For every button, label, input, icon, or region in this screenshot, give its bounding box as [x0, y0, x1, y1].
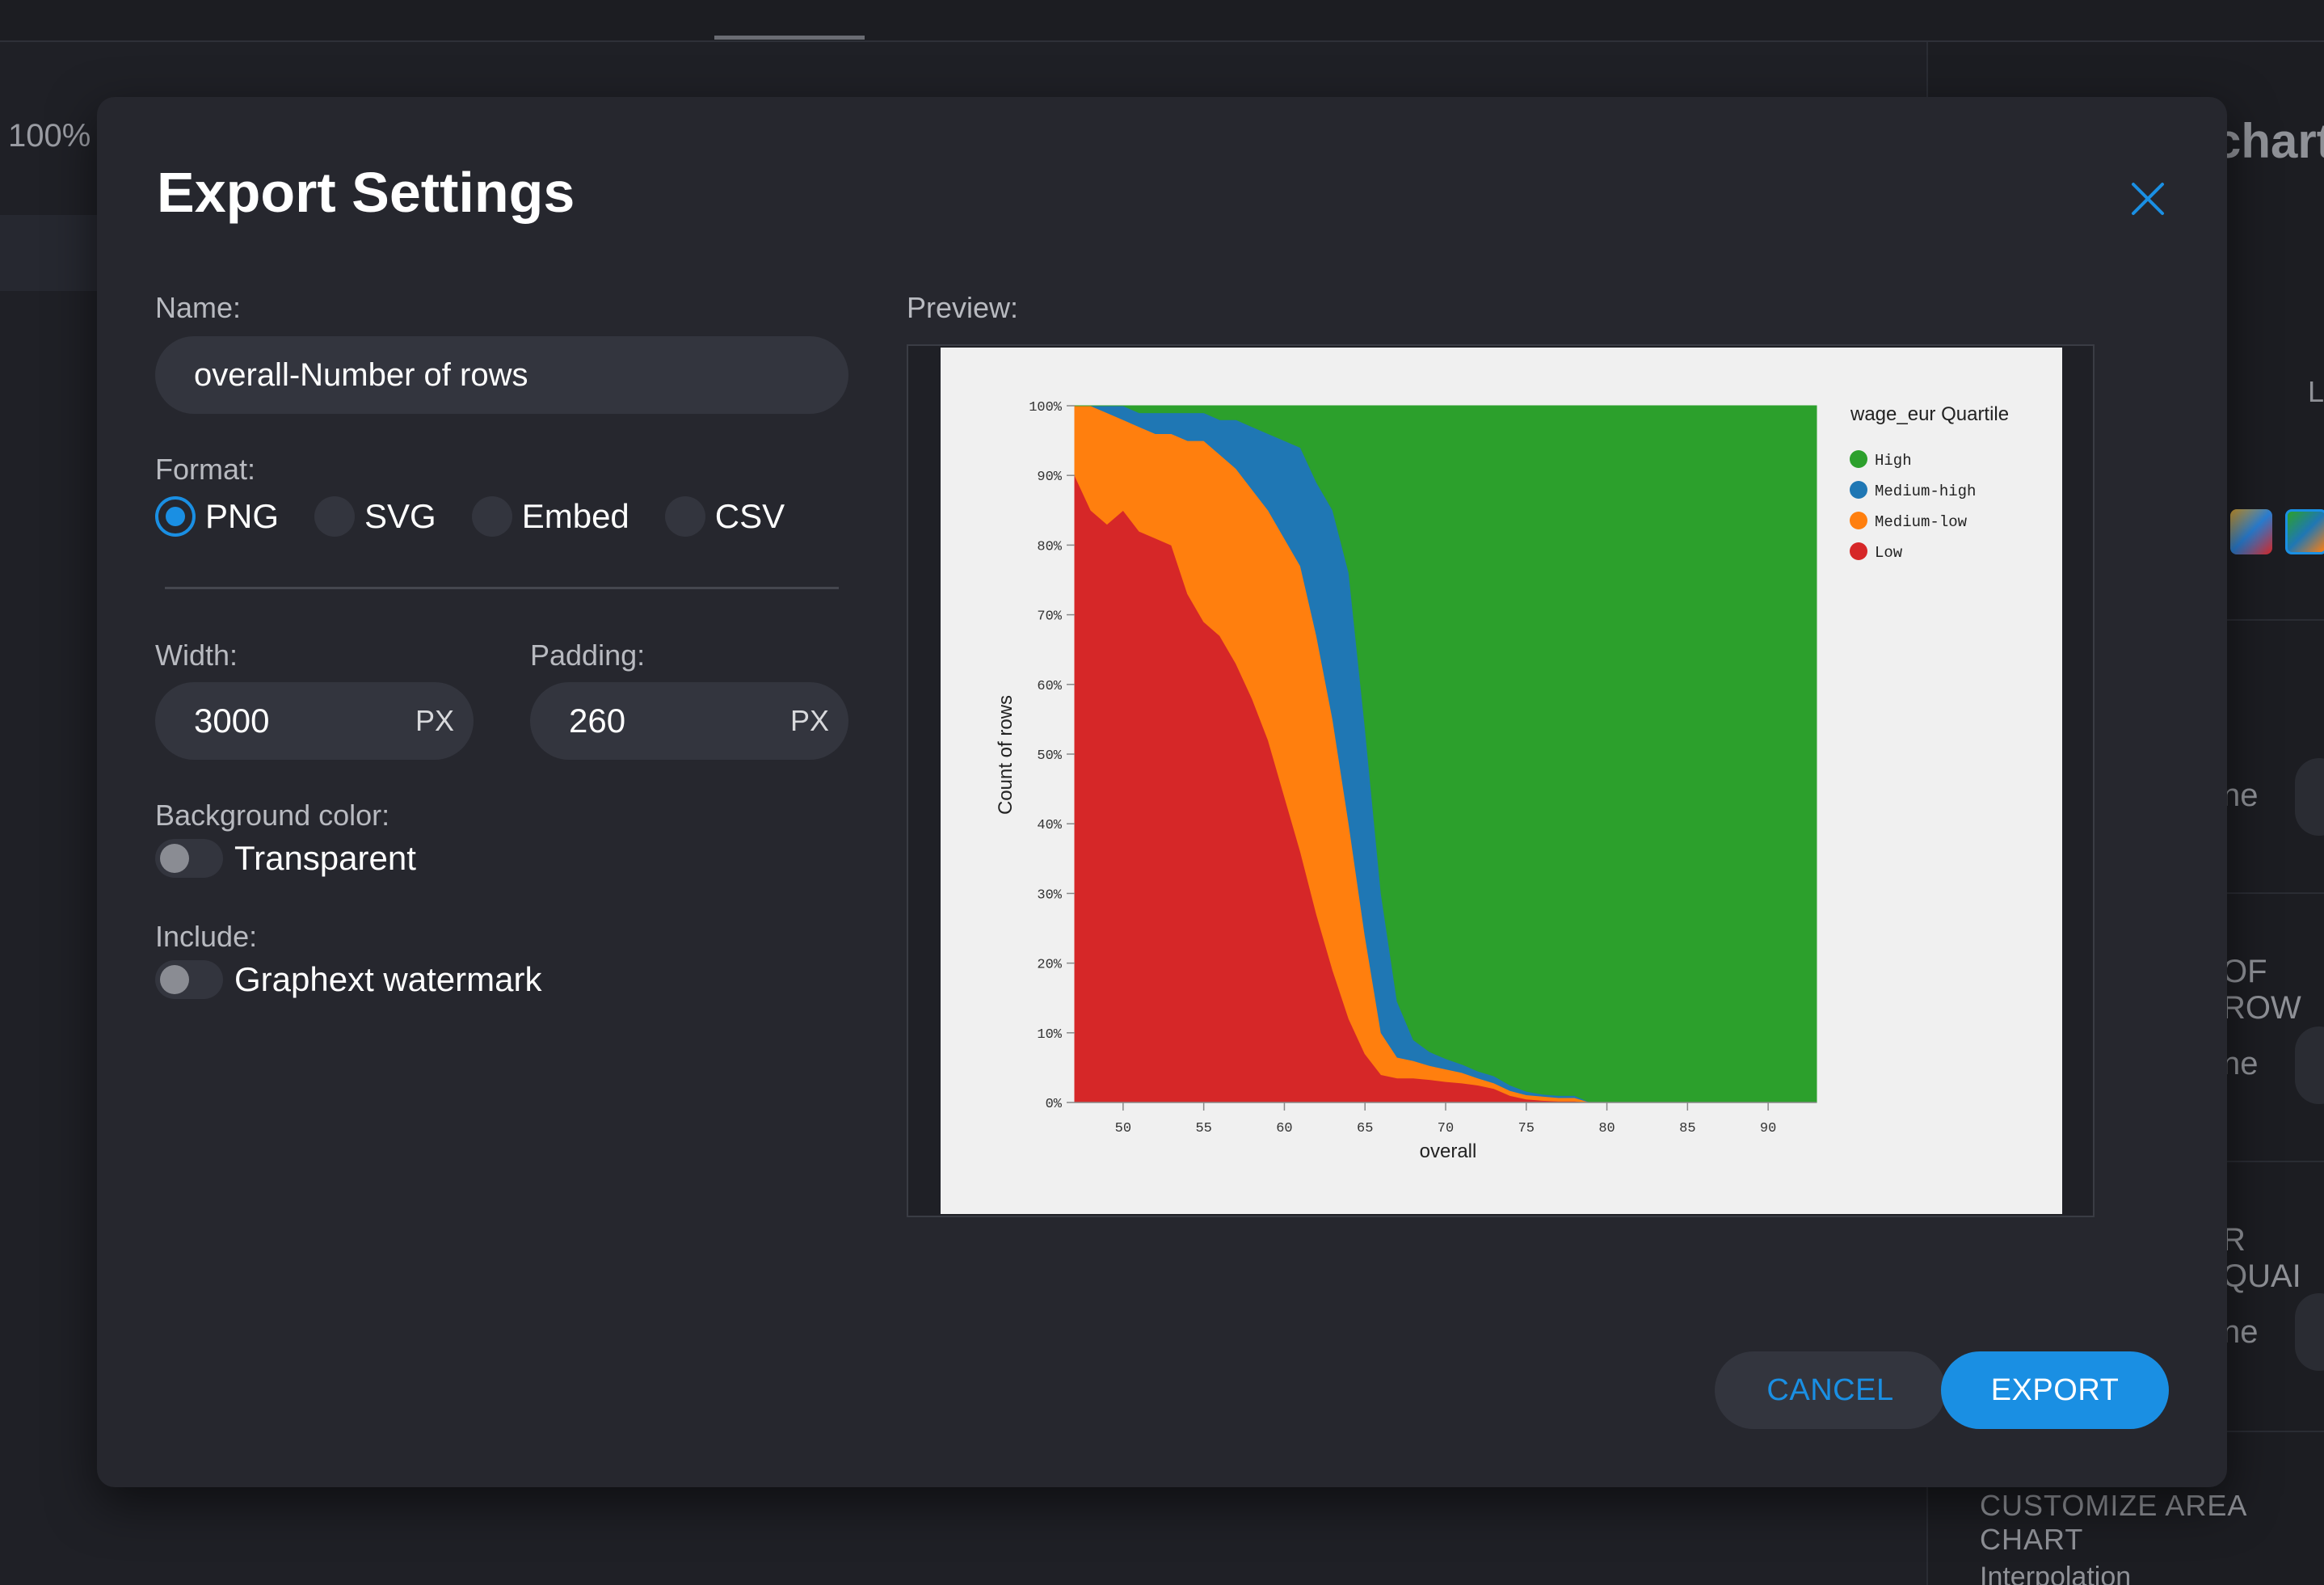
- x-tick-label: 70: [1438, 1121, 1454, 1136]
- chart-type-thumbnail[interactable]: [2230, 509, 2272, 554]
- format-csv-radio[interactable]: CSV: [664, 496, 785, 537]
- right-panel-section: OF ROW: [2222, 954, 2301, 1026]
- preview-chart: 0% 10% 20% 30% 40% 50% 60% 70% 80% 90% 100% 50 55 60…: [941, 348, 2062, 1214]
- area-series-high: [1075, 405, 1817, 1103]
- export-settings-dialog: Export Settings Name: overall-Number of …: [97, 97, 2227, 1487]
- legend-swatch-medium-high: [1850, 481, 1867, 499]
- legend-label: Medium-high: [1875, 483, 1976, 500]
- legend-label: Low: [1875, 544, 1903, 562]
- toggle-label: Graphext watermark: [234, 960, 542, 998]
- background-color-label: Background color:: [155, 799, 390, 832]
- legend-swatch-low: [1850, 542, 1867, 560]
- legend-label: Medium-low: [1875, 513, 1968, 531]
- x-axis-label: overall: [1420, 1140, 1477, 1162]
- active-tab-indicator: [714, 36, 865, 40]
- x-tick-label: 85: [1679, 1121, 1695, 1136]
- format-embed-radio[interactable]: Embed: [471, 496, 629, 537]
- zoom-level: 100%: [8, 118, 91, 154]
- y-tick-label: 0%: [1046, 1097, 1063, 1112]
- y-tick-label: 60%: [1037, 679, 1062, 694]
- width-value: 3000: [194, 702, 270, 740]
- padding-value: 260: [569, 702, 626, 740]
- y-tick-label: 20%: [1037, 958, 1062, 973]
- y-tick-label: 70%: [1037, 609, 1062, 625]
- radio-checked-icon: [155, 496, 196, 537]
- transparent-toggle[interactable]: Transparent: [155, 839, 416, 878]
- padding-label: Padding:: [530, 639, 646, 672]
- name-input[interactable]: overall-Number of rows: [155, 336, 848, 414]
- legend-label: High: [1875, 452, 1912, 470]
- width-label: Width:: [155, 639, 238, 672]
- width-input[interactable]: 3000 PX: [155, 682, 474, 760]
- right-panel-control[interactable]: [2295, 1026, 2324, 1104]
- radio-unchecked-icon: [471, 496, 512, 537]
- include-label: Include:: [155, 920, 258, 953]
- customize-area-chart-heading: CUSTOMIZE AREA CHART: [1980, 1489, 2246, 1556]
- dialog-title: Export Settings: [157, 161, 575, 224]
- right-panel-section: R QUAI: [2222, 1222, 2301, 1294]
- right-panel-control[interactable]: [2295, 758, 2324, 836]
- preview-frame: 0% 10% 20% 30% 40% 50% 60% 70% 80% 90% 100% 50 55 60…: [907, 344, 2095, 1217]
- x-tick-label: 55: [1195, 1121, 1211, 1136]
- preview-label: Preview:: [907, 291, 1019, 324]
- x-tick-label: 60: [1276, 1121, 1292, 1136]
- format-label: Format:: [155, 453, 256, 486]
- radio-unchecked-icon: [314, 496, 356, 537]
- x-tick-label: 65: [1357, 1121, 1373, 1136]
- y-tick-label: 10%: [1037, 1027, 1062, 1043]
- section-divider: [165, 587, 839, 589]
- preview-canvas: 0% 10% 20% 30% 40% 50% 60% 70% 80% 90% 100% 50 55 60…: [941, 348, 2062, 1214]
- radio-label: SVG: [364, 497, 436, 535]
- right-panel-label: L: [2308, 375, 2324, 408]
- width-unit: PX: [415, 704, 454, 737]
- x-tick-label: 80: [1598, 1121, 1615, 1136]
- right-panel-field: ne: [2222, 1046, 2259, 1081]
- watermark-toggle[interactable]: Graphext watermark: [155, 960, 541, 999]
- padding-input[interactable]: 260 PX: [530, 682, 848, 760]
- y-axis-label: Count of rows: [995, 695, 1017, 815]
- y-tick-label: 50%: [1037, 748, 1062, 764]
- y-tick-label: 40%: [1037, 818, 1062, 833]
- legend-swatch-medium-low: [1850, 512, 1867, 529]
- legend-title: wage_eur Quartile: [1850, 403, 2009, 425]
- radio-label: PNG: [205, 497, 280, 535]
- right-panel-title: chart: [2214, 114, 2324, 168]
- close-icon[interactable]: [2124, 175, 2172, 223]
- format-svg-radio[interactable]: SVG: [314, 496, 436, 537]
- x-tick-label: 50: [1115, 1121, 1131, 1136]
- y-tick-label: 90%: [1037, 470, 1062, 485]
- format-png-radio[interactable]: PNG: [155, 496, 279, 537]
- radio-unchecked-icon: [664, 496, 705, 537]
- x-tick-label: 75: [1518, 1121, 1535, 1136]
- name-label: Name:: [155, 291, 242, 324]
- y-tick-label: 80%: [1037, 539, 1062, 554]
- right-panel-field: ne: [2222, 778, 2259, 813]
- right-panel-field: ne: [2222, 1314, 2259, 1350]
- format-radio-group: PNG SVG Embed CSV: [155, 496, 820, 537]
- export-button[interactable]: EXPORT: [1941, 1351, 2169, 1429]
- padding-unit: PX: [789, 704, 829, 737]
- radio-label: CSV: [714, 497, 785, 535]
- toggle-label: Transparent: [234, 839, 416, 877]
- y-tick-label: 100%: [1029, 400, 1063, 415]
- y-tick-label: 30%: [1037, 887, 1062, 903]
- right-panel-control[interactable]: [2295, 1293, 2324, 1371]
- cancel-button[interactable]: CANCEL: [1715, 1351, 1946, 1429]
- toggle-switch[interactable]: [155, 960, 223, 999]
- interpolation-label: Interpolation: [1980, 1562, 2132, 1585]
- legend-swatch-high: [1850, 450, 1867, 468]
- radio-label: Embed: [521, 497, 629, 535]
- toggle-switch[interactable]: [155, 839, 223, 878]
- x-tick-label: 90: [1760, 1121, 1776, 1136]
- chart-type-thumbnail-selected[interactable]: [2285, 509, 2324, 554]
- app-top-bar: [0, 0, 2324, 42]
